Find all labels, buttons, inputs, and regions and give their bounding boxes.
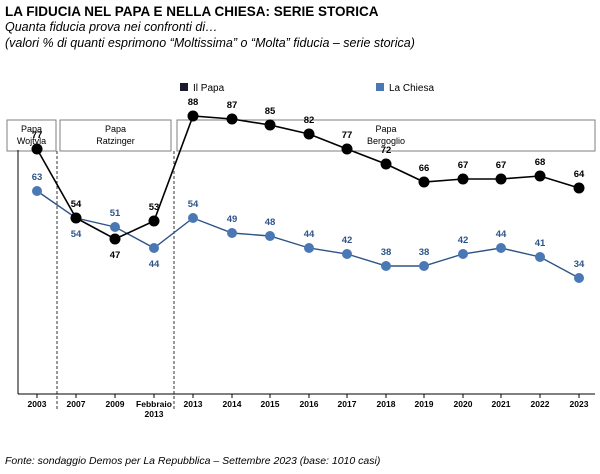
x-tick-label: 2007 xyxy=(67,399,86,409)
data-label-chiesa: 38 xyxy=(381,247,392,258)
data-label-papa: 82 xyxy=(304,115,315,126)
x-tick-label: 2013 xyxy=(145,409,164,419)
data-label-chiesa: 49 xyxy=(227,214,238,225)
data-label-chiesa: 44 xyxy=(149,259,160,270)
data-point-chiesa xyxy=(304,243,314,253)
data-label-papa: 66 xyxy=(419,163,430,174)
x-tick-label: 2009 xyxy=(106,399,125,409)
data-point-papa xyxy=(148,215,160,227)
data-label-chiesa: 51 xyxy=(110,208,121,219)
data-point-papa xyxy=(380,158,392,170)
data-label-chiesa: 38 xyxy=(419,247,430,258)
data-label-chiesa: 42 xyxy=(458,235,469,246)
data-point-papa xyxy=(264,119,276,131)
chart-subtitle: Quanta fiducia prova nei confronti di… xyxy=(5,20,218,34)
data-label-chiesa: 34 xyxy=(574,259,585,270)
legend-marker-chiesa xyxy=(376,83,384,91)
legend-label-papa: Il Papa xyxy=(193,83,225,94)
data-point-chiesa xyxy=(110,222,120,232)
data-label-papa: 47 xyxy=(110,250,121,261)
x-tick-label: 2022 xyxy=(531,399,550,409)
x-tick-label: 2023 xyxy=(570,399,589,409)
data-point-chiesa xyxy=(342,249,352,259)
data-point-papa xyxy=(341,143,353,155)
data-label-chiesa: 44 xyxy=(304,229,315,240)
data-point-papa xyxy=(495,173,507,185)
era-box-ratzinger xyxy=(59,119,172,152)
x-tick-label: Febbraio xyxy=(136,399,172,409)
data-label-papa: 77 xyxy=(342,130,353,141)
data-label-papa: 67 xyxy=(458,160,469,171)
data-point-chiesa xyxy=(458,249,468,259)
era-box-wojtyla xyxy=(6,119,57,152)
data-point-chiesa xyxy=(188,213,198,223)
data-point-chiesa xyxy=(227,228,237,238)
data-point-papa xyxy=(457,173,469,185)
data-point-chiesa xyxy=(381,261,391,271)
data-label-papa: 72 xyxy=(381,145,392,156)
data-point-papa xyxy=(31,143,43,155)
x-tick-label: 2014 xyxy=(223,399,242,409)
era-label-wojtyla-2: Wojtyla xyxy=(17,136,46,146)
data-point-chiesa xyxy=(496,243,506,253)
data-point-chiesa xyxy=(574,273,584,283)
data-label-chiesa: 42 xyxy=(342,235,353,246)
era-label-bergoglio-2: Bergoglio xyxy=(367,136,405,146)
data-point-papa xyxy=(187,110,199,122)
chart-title: LA FIDUCIA NEL PAPA E NELLA CHIESA: SERI… xyxy=(5,4,379,19)
data-label-papa: 77 xyxy=(32,130,43,141)
era-label-ratzinger-1: Papa xyxy=(105,124,126,134)
x-tick-label: 2018 xyxy=(377,399,396,409)
data-label-papa: 87 xyxy=(227,100,238,111)
data-point-papa xyxy=(70,212,82,224)
data-label-chiesa: 48 xyxy=(265,217,276,228)
x-tick-label: 2020 xyxy=(454,399,473,409)
data-point-papa xyxy=(226,113,238,125)
data-label-chiesa: 41 xyxy=(535,238,546,249)
trust-line-chart: Il Papa La Chiesa Papa Wojtyla Papa Ratz… xyxy=(6,83,596,419)
era-label-ratzinger-2: Ratzinger xyxy=(96,136,135,146)
data-point-papa xyxy=(303,128,315,140)
data-point-papa xyxy=(534,170,546,182)
x-tick-label: 2013 xyxy=(184,399,203,409)
legend-marker-papa xyxy=(180,83,188,91)
data-point-chiesa xyxy=(149,243,159,253)
data-label-papa: 64 xyxy=(574,169,585,180)
x-tick-label: 2019 xyxy=(415,399,434,409)
era-label-wojtyla-1: Papa xyxy=(21,124,42,134)
x-tick-label: 2017 xyxy=(338,399,357,409)
data-point-chiesa xyxy=(535,252,545,262)
chart-source: Fonte: sondaggio Demos per La Repubblica… xyxy=(5,455,381,467)
data-point-chiesa xyxy=(265,231,275,241)
chart-subtitle-note: (valori % di quanti esprimono “Moltissim… xyxy=(5,36,415,50)
era-label-bergoglio-1: Papa xyxy=(375,124,396,134)
x-tick-label: 2016 xyxy=(300,399,319,409)
data-point-chiesa xyxy=(32,186,42,196)
data-label-papa: 53 xyxy=(149,202,160,213)
legend-label-chiesa: La Chiesa xyxy=(389,83,434,94)
data-point-chiesa xyxy=(419,261,429,271)
data-point-papa xyxy=(418,176,430,188)
data-label-chiesa: 54 xyxy=(188,199,199,210)
data-label-papa: 67 xyxy=(496,160,507,171)
data-label-papa: 68 xyxy=(535,157,546,168)
era-box-bergoglio xyxy=(176,119,596,152)
data-point-papa xyxy=(573,182,585,194)
data-point-papa xyxy=(109,233,121,245)
data-label-chiesa: 54 xyxy=(71,229,82,240)
data-label-papa: 85 xyxy=(265,106,276,117)
data-label-chiesa: 44 xyxy=(496,229,507,240)
data-label-chiesa: 63 xyxy=(32,172,43,183)
data-label-papa: 54 xyxy=(71,199,82,210)
x-tick-label: 2021 xyxy=(492,399,511,409)
x-tick-label: 2015 xyxy=(261,399,280,409)
x-tick-label: 2003 xyxy=(28,399,47,409)
data-label-papa: 88 xyxy=(188,97,199,108)
